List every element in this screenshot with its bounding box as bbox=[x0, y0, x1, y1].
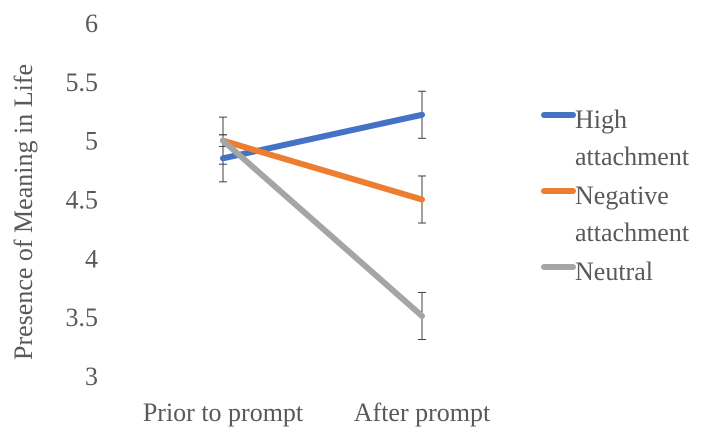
plot-area bbox=[219, 90, 426, 341]
legend-label: Neutral bbox=[575, 257, 653, 286]
y-tick-label: 4.5 bbox=[66, 186, 99, 215]
y-tick-label: 3.5 bbox=[66, 303, 99, 332]
legend-label: High bbox=[575, 105, 627, 134]
legend-label: attachment bbox=[575, 142, 690, 171]
legend: High attachment Negative attachment Neutral bbox=[541, 105, 690, 286]
y-axis-title: Presence of Meaning in Life bbox=[9, 64, 38, 360]
legend-label: Negative bbox=[575, 181, 669, 210]
y-tick-label: 3 bbox=[85, 362, 98, 391]
y-tick-label: 5.5 bbox=[66, 68, 99, 97]
y-tick-label: 6 bbox=[85, 9, 98, 38]
legend-label: attachment bbox=[575, 218, 690, 247]
y-tick-label: 4 bbox=[85, 244, 98, 273]
x-tick-label: After prompt bbox=[354, 398, 491, 427]
series-line-1 bbox=[220, 137, 425, 203]
y-tick-label: 5 bbox=[85, 127, 98, 156]
x-axis-ticks: Prior to prompt After prompt bbox=[143, 398, 491, 427]
error-bars bbox=[219, 90, 426, 341]
x-tick-label: Prior to prompt bbox=[143, 398, 304, 427]
y-axis-ticks: 3 3.5 4 4.5 5 5.5 6 bbox=[66, 9, 99, 391]
series-line-2 bbox=[220, 137, 425, 319]
